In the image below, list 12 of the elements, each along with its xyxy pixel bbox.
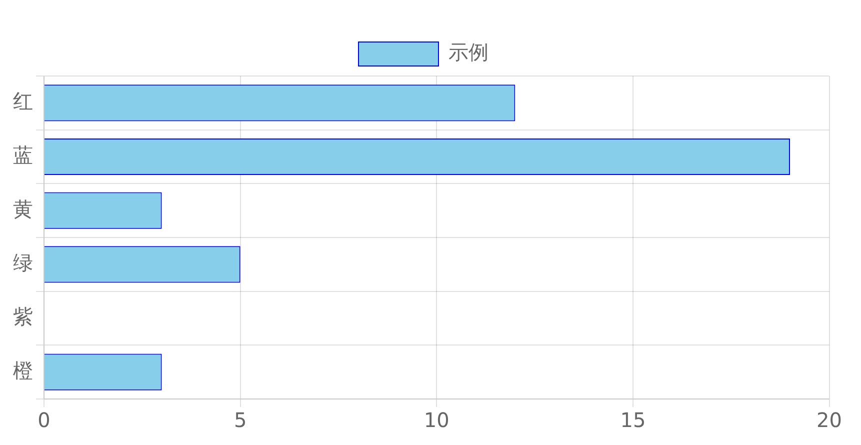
y-tick-label: 红 <box>13 89 33 114</box>
x-tick-label: 20 <box>816 408 842 432</box>
y-tick-label: 蓝 <box>13 142 33 167</box>
y-tick-label: 绿 <box>13 250 33 275</box>
x-tick-label: 5 <box>234 408 247 432</box>
y-tick-label: 黄 <box>13 196 33 221</box>
y-tick-label: 紫 <box>13 304 33 328</box>
y-tick-label: 橙 <box>13 358 33 382</box>
x-tick-label: 15 <box>620 408 646 432</box>
legend-label: 示例 <box>448 40 488 64</box>
x-tick-label: 0 <box>38 408 50 432</box>
x-tick-label: 10 <box>424 408 450 432</box>
